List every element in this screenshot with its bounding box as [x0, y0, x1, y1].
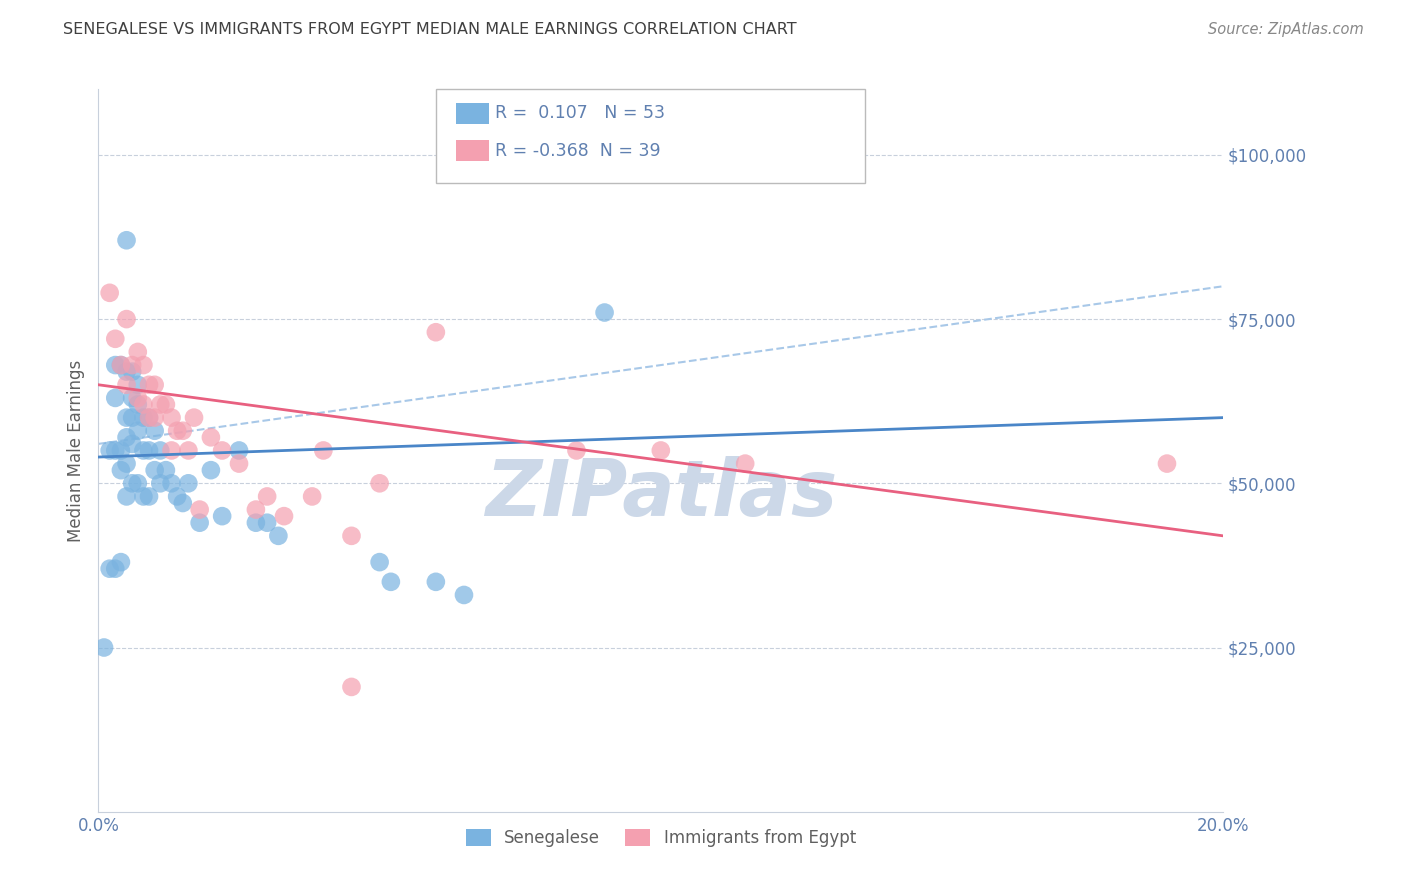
Point — [115, 312, 138, 326]
Point — [127, 476, 149, 491]
Point — [115, 490, 138, 504]
Point — [127, 391, 149, 405]
Point — [453, 588, 475, 602]
Point — [121, 410, 143, 425]
Point — [425, 574, 447, 589]
Point — [110, 555, 132, 569]
Point — [340, 529, 363, 543]
Point — [425, 325, 447, 339]
Point — [98, 562, 121, 576]
Point — [138, 443, 160, 458]
Point — [138, 490, 160, 504]
Point — [256, 516, 278, 530]
Point — [121, 391, 143, 405]
Point — [110, 443, 132, 458]
Point — [115, 377, 138, 392]
Point — [127, 345, 149, 359]
Point — [104, 332, 127, 346]
Point — [132, 443, 155, 458]
Point — [104, 358, 127, 372]
Point — [115, 430, 138, 444]
Y-axis label: Median Male Earnings: Median Male Earnings — [66, 359, 84, 541]
Point — [340, 680, 363, 694]
Point — [593, 305, 616, 319]
Point — [200, 463, 222, 477]
Point — [211, 509, 233, 524]
Point — [228, 457, 250, 471]
Point — [177, 443, 200, 458]
Point — [110, 358, 132, 372]
Text: R =  0.107   N = 53: R = 0.107 N = 53 — [495, 104, 665, 122]
Point — [172, 424, 194, 438]
Text: Source: ZipAtlas.com: Source: ZipAtlas.com — [1208, 22, 1364, 37]
Point — [127, 377, 149, 392]
Point — [132, 490, 155, 504]
Point — [115, 233, 138, 247]
Point — [121, 365, 143, 379]
Point — [104, 562, 127, 576]
Point — [138, 377, 160, 392]
Point — [172, 496, 194, 510]
Point — [177, 476, 200, 491]
Point — [160, 476, 183, 491]
Text: ZIPatlas: ZIPatlas — [485, 456, 837, 532]
Point — [149, 443, 172, 458]
Point — [188, 502, 211, 516]
Point — [121, 358, 143, 372]
Point — [650, 443, 672, 458]
Point — [256, 490, 278, 504]
Point — [121, 437, 143, 451]
Point — [104, 391, 127, 405]
Point — [183, 410, 205, 425]
Point — [565, 443, 588, 458]
Point — [93, 640, 115, 655]
Point — [104, 443, 127, 458]
Point — [132, 397, 155, 411]
Point — [155, 397, 177, 411]
Point — [98, 285, 121, 300]
Point — [245, 502, 267, 516]
Point — [166, 424, 188, 438]
Point — [143, 463, 166, 477]
Point — [138, 410, 160, 425]
Point — [160, 443, 183, 458]
Point — [267, 529, 290, 543]
Point — [115, 410, 138, 425]
Point — [115, 457, 138, 471]
Point — [132, 410, 155, 425]
Point — [155, 463, 177, 477]
Point — [143, 377, 166, 392]
Legend: Senegalese, Immigrants from Egypt: Senegalese, Immigrants from Egypt — [460, 822, 862, 854]
Point — [368, 476, 391, 491]
Point — [143, 410, 166, 425]
Point — [160, 410, 183, 425]
Point — [301, 490, 323, 504]
Point — [1156, 457, 1178, 471]
Point — [734, 457, 756, 471]
Point — [211, 443, 233, 458]
Point — [245, 516, 267, 530]
Point — [149, 397, 172, 411]
Point — [98, 443, 121, 458]
Point — [110, 358, 132, 372]
Point — [312, 443, 335, 458]
Point — [127, 397, 149, 411]
Point — [143, 424, 166, 438]
Point — [228, 443, 250, 458]
Point — [273, 509, 295, 524]
Point — [127, 424, 149, 438]
Point — [166, 490, 188, 504]
Point — [110, 463, 132, 477]
Point — [380, 574, 402, 589]
Point — [149, 476, 172, 491]
Text: SENEGALESE VS IMMIGRANTS FROM EGYPT MEDIAN MALE EARNINGS CORRELATION CHART: SENEGALESE VS IMMIGRANTS FROM EGYPT MEDI… — [63, 22, 797, 37]
Point — [115, 365, 138, 379]
Point — [200, 430, 222, 444]
Point — [121, 476, 143, 491]
Point — [368, 555, 391, 569]
Point — [132, 358, 155, 372]
Text: R = -0.368  N = 39: R = -0.368 N = 39 — [495, 142, 661, 160]
Point — [138, 410, 160, 425]
Point — [188, 516, 211, 530]
